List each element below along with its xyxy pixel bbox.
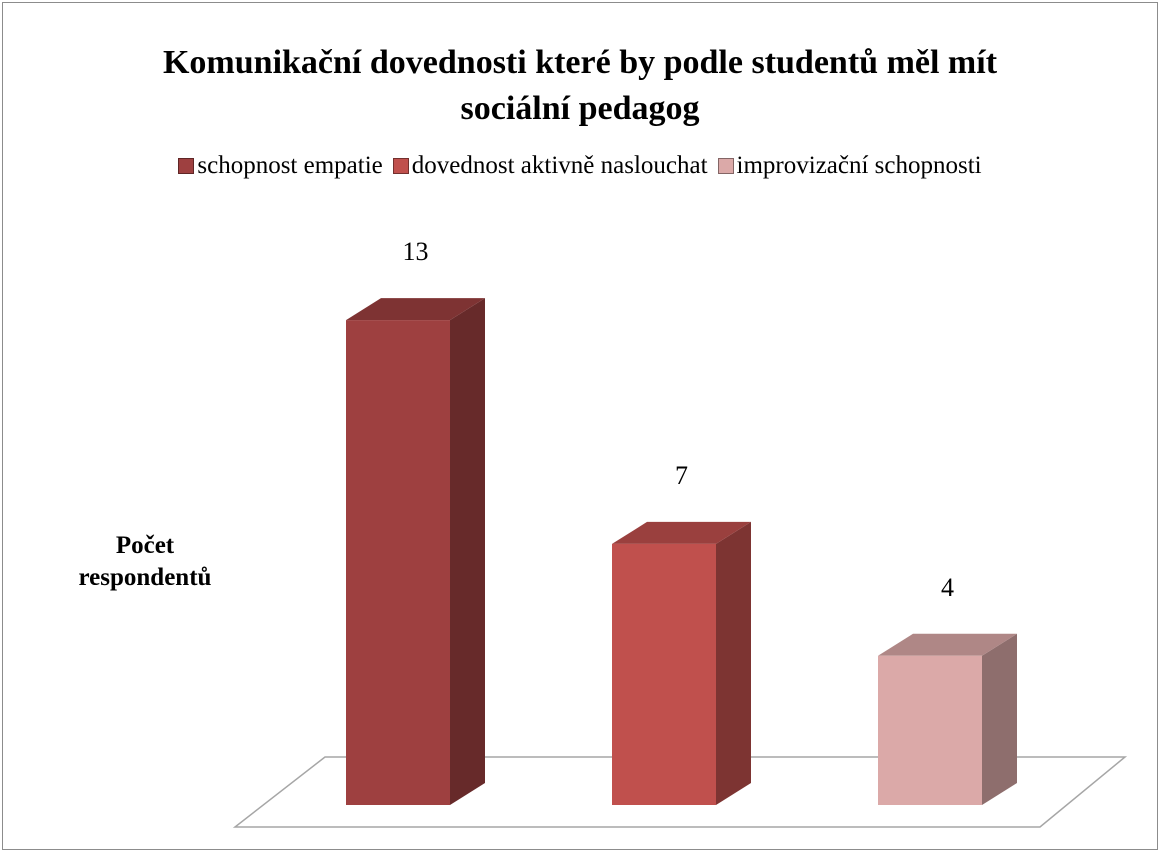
bar-top bbox=[878, 633, 1017, 656]
legend-item: schopnost empatie bbox=[178, 152, 383, 180]
bar-top bbox=[612, 521, 751, 544]
legend-label: schopnost empatie bbox=[197, 152, 383, 179]
bar-side bbox=[716, 521, 751, 805]
bar-side bbox=[982, 633, 1017, 805]
legend-swatch bbox=[392, 158, 409, 174]
bar-side bbox=[450, 298, 485, 805]
legend-label: dovednost aktivně naslouchat bbox=[411, 152, 708, 179]
chart-title: Komunikační dovednosti které by podle st… bbox=[162, 44, 998, 127]
data-label: 7 bbox=[675, 461, 688, 490]
legend-item: improvizační schopnosti bbox=[717, 152, 982, 180]
data-label: 13 bbox=[403, 237, 429, 266]
bar bbox=[878, 655, 982, 805]
bar bbox=[346, 320, 450, 805]
legend-swatch bbox=[178, 158, 195, 174]
legend-label: improvizační schopnosti bbox=[736, 152, 982, 179]
legend-item: dovednost aktivně naslouchat bbox=[392, 152, 708, 180]
legend: schopnost empatie dovednost aktivně naslo… bbox=[0, 152, 1160, 180]
bar-top bbox=[346, 298, 485, 321]
bar bbox=[612, 543, 716, 805]
y-axis-label: Počet respondentů bbox=[78, 532, 212, 591]
data-label: 4 bbox=[941, 573, 954, 602]
legend-swatch bbox=[717, 158, 734, 174]
